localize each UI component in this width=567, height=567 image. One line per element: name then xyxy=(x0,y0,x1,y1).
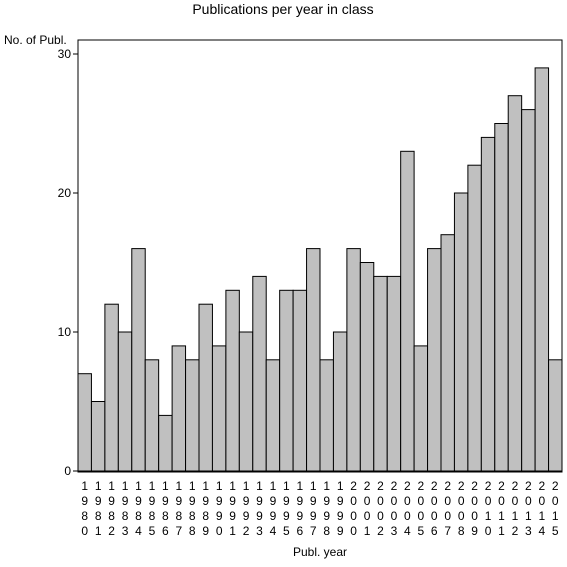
bar-2000 xyxy=(346,248,361,472)
bar-2001 xyxy=(359,262,375,472)
y-axis-label: No. of Publ. xyxy=(4,33,67,47)
bar-2015 xyxy=(548,359,563,472)
bar-1982 xyxy=(104,303,119,472)
bar-1988 xyxy=(185,359,200,472)
bar-1983 xyxy=(117,331,133,472)
bar-1981 xyxy=(90,401,106,472)
bar-1992 xyxy=(238,331,254,472)
bar-2002 xyxy=(373,275,388,472)
bar-2010 xyxy=(480,136,496,472)
bar-1991 xyxy=(225,289,240,472)
bar-1994 xyxy=(265,359,281,472)
bars xyxy=(77,67,563,472)
bar-2012 xyxy=(507,95,523,472)
bar-1995 xyxy=(279,289,294,472)
bar-2008 xyxy=(453,192,469,472)
y-tick-label: 30 xyxy=(58,47,72,61)
bar-1989 xyxy=(198,303,213,472)
bar-1984 xyxy=(131,248,146,472)
bar-2007 xyxy=(440,234,455,472)
bar-2003 xyxy=(386,275,402,472)
bar-1985 xyxy=(144,359,160,472)
bar-2006 xyxy=(427,248,442,472)
bar-1997 xyxy=(306,248,321,472)
bar-1993 xyxy=(252,275,267,472)
y-tick-label: 0 xyxy=(64,464,71,478)
bar-1990 xyxy=(211,345,227,472)
bar-1996 xyxy=(292,289,308,472)
bar-1980 xyxy=(77,373,92,472)
y-tick-label: 10 xyxy=(58,325,72,339)
x-axis-label: Publ. year xyxy=(293,545,347,559)
plot-frame xyxy=(77,39,563,473)
bar-1999 xyxy=(332,331,348,472)
y-tick-label: 20 xyxy=(58,186,72,200)
bar-1998 xyxy=(319,359,334,472)
bar-2009 xyxy=(467,164,482,472)
bar-2013 xyxy=(521,109,536,472)
bar-2004 xyxy=(400,150,415,472)
chart-title: Publications per year in class xyxy=(192,1,373,17)
bar-1986 xyxy=(158,414,173,472)
bar-2011 xyxy=(494,123,509,472)
bar-2005 xyxy=(413,345,429,472)
x-axis: 1 9 8 0 1 9 8 1 1 9 8 2 1 9 8 3 1 9 8 4 1 9 8 5 1 9 8 6 1 9 8 7 1 9 8 8 1 9 8 9… xyxy=(81,479,559,538)
bar-1987 xyxy=(171,345,187,472)
y-axis: 0 10 20 30 xyxy=(58,47,78,478)
bar-2014 xyxy=(534,67,550,472)
